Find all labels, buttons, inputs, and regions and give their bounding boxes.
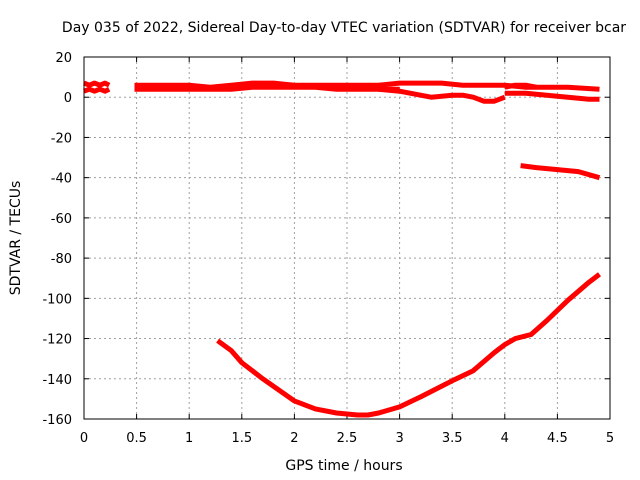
y-tick-label: -60 bbox=[51, 212, 72, 227]
x-tick-label: 3.5 bbox=[442, 431, 463, 446]
x-tick-label: 1.5 bbox=[231, 431, 252, 446]
x-tick-label: 2 bbox=[290, 431, 298, 446]
series-track-b-early bbox=[83, 86, 111, 94]
x-tick-label: 4.5 bbox=[547, 431, 568, 446]
x-axis-label: GPS time / hours bbox=[285, 458, 402, 474]
y-tick-labels: 20 0 -20 -40 -60 -80 -100 -120 -140 -160 bbox=[42, 51, 72, 428]
series-track-h-neg40 bbox=[520, 163, 601, 181]
x-tick-label: 0 bbox=[80, 431, 88, 446]
series-track-d-main bbox=[134, 84, 400, 92]
y-tick-label: -20 bbox=[51, 131, 72, 146]
x-tick-label: 1 bbox=[185, 431, 193, 446]
series-track-i-deep bbox=[216, 272, 602, 418]
series-track-f-late bbox=[504, 90, 600, 102]
x-tick-label: 2.5 bbox=[337, 431, 358, 446]
x-tick-label: 3 bbox=[395, 431, 403, 446]
x-tick-label: 0.5 bbox=[126, 431, 147, 446]
x-tick-labels: 0 0.5 1 1.5 2 2.5 3 3.5 4 4.5 5 bbox=[80, 431, 614, 446]
series-layer bbox=[83, 80, 602, 418]
y-axis-label: SDTVAR / TECUs bbox=[8, 181, 24, 296]
series-track-g-late bbox=[504, 82, 537, 90]
y-tick-label: -80 bbox=[51, 252, 72, 267]
x-tick-label: 4 bbox=[501, 431, 509, 446]
y-tick-label: -140 bbox=[42, 373, 72, 388]
grid-layer bbox=[83, 56, 611, 420]
plot-frame bbox=[83, 56, 611, 420]
x-tick-label: 5 bbox=[606, 431, 614, 446]
y-tick-label: -40 bbox=[51, 172, 72, 187]
y-tick-label: -160 bbox=[42, 413, 72, 428]
y-tick-label: -120 bbox=[42, 333, 72, 348]
y-tick-label: -100 bbox=[42, 292, 72, 307]
y-tick-label: 20 bbox=[55, 51, 72, 66]
chart-title: Day 035 of 2022, Sidereal Day-to-day VTE… bbox=[62, 20, 626, 36]
series-track-e-dip bbox=[378, 86, 506, 104]
series-track-a-early bbox=[83, 80, 111, 88]
y-tick-label: 0 bbox=[64, 91, 72, 106]
